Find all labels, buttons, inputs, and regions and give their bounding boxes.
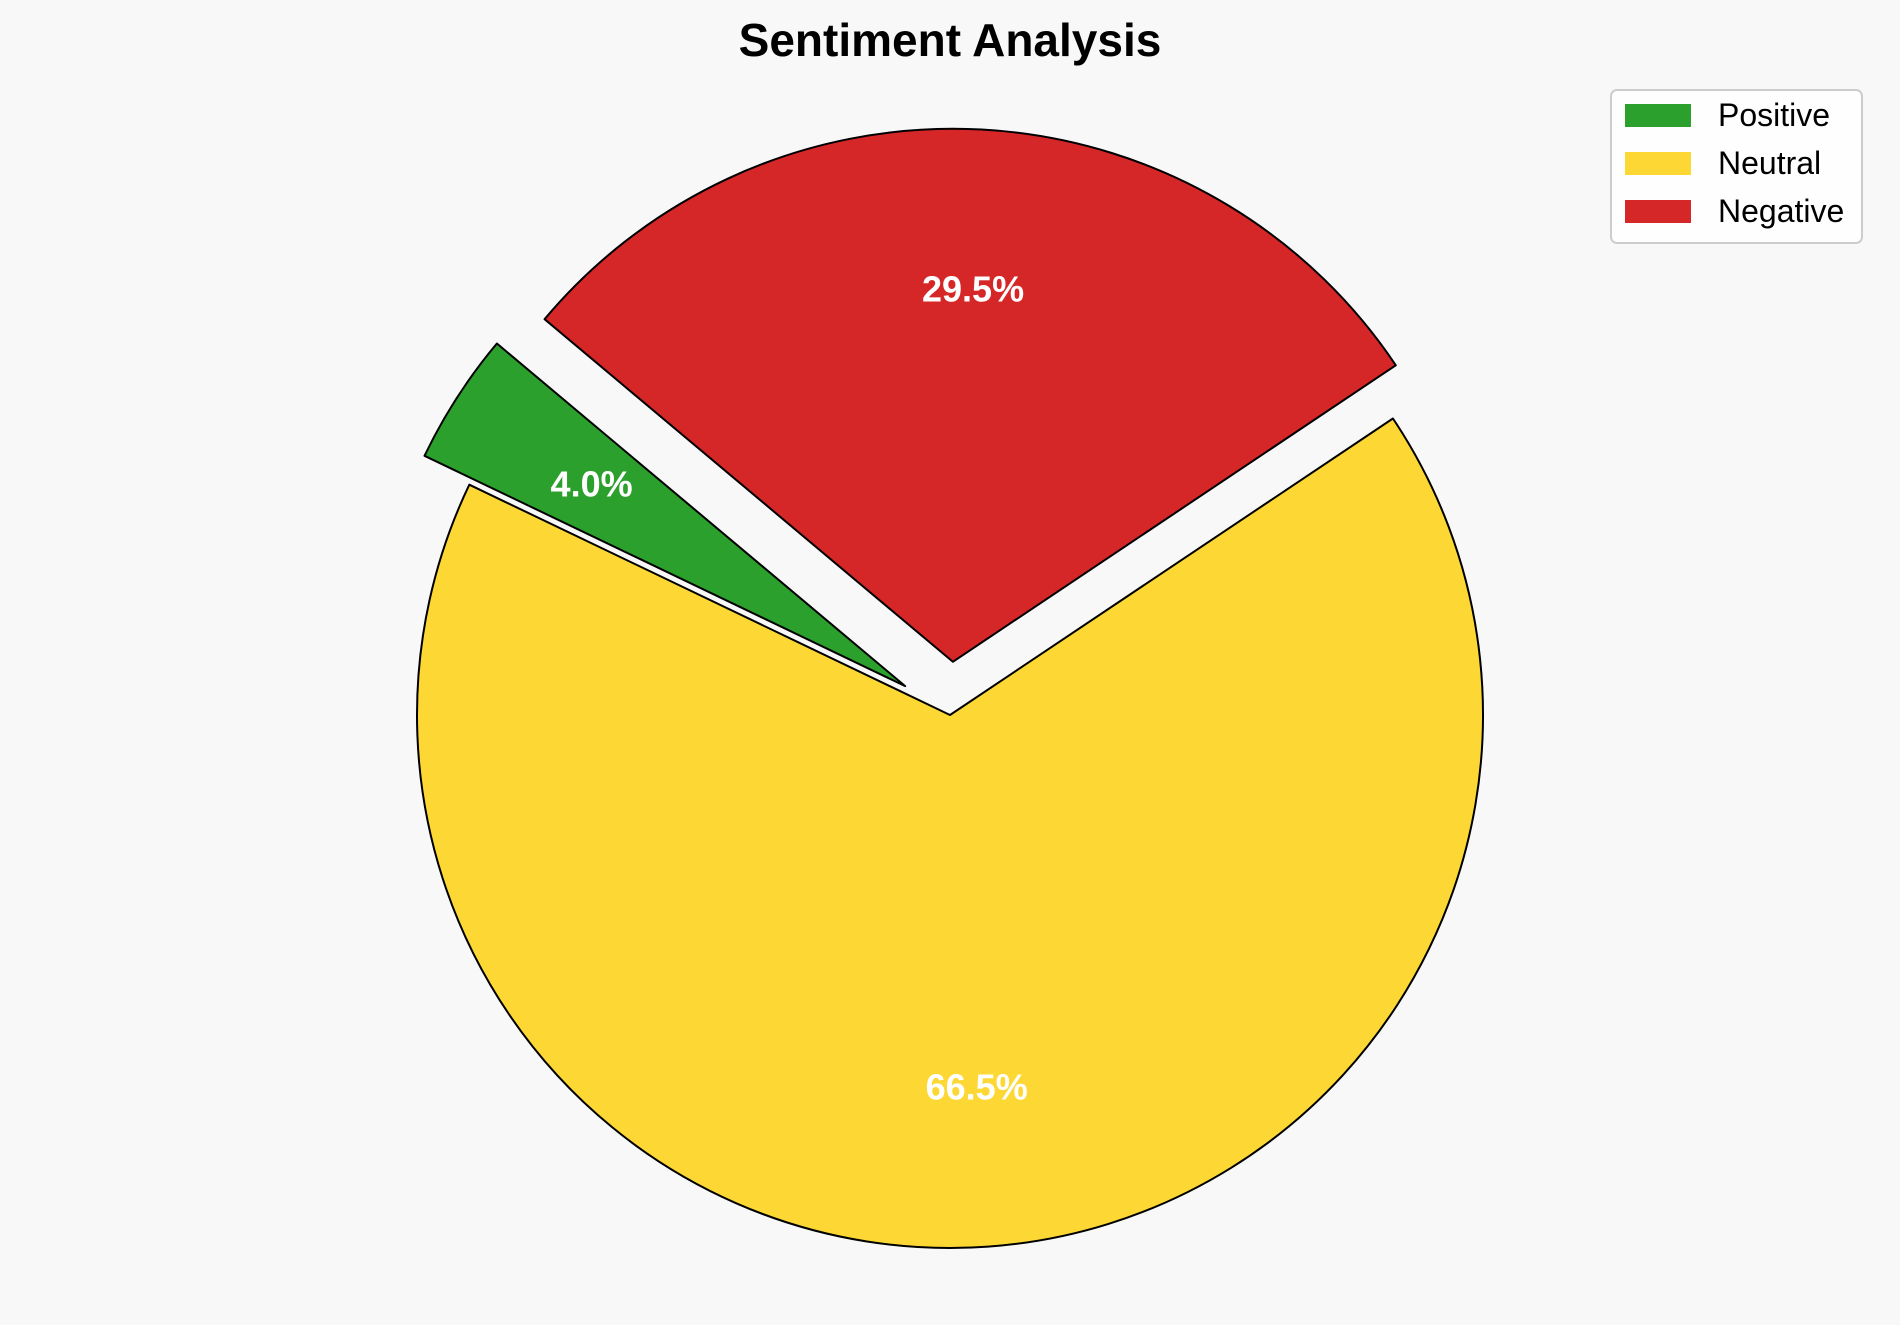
legend-label-neutral: Neutral bbox=[1718, 145, 1821, 181]
slice-label-negative: 29.5% bbox=[922, 269, 1024, 310]
pie-slice-positive bbox=[423, 342, 907, 688]
pie-slice-negative bbox=[543, 127, 1397, 663]
legend-swatch-neutral bbox=[1625, 152, 1691, 175]
legend-swatch-negative bbox=[1625, 200, 1691, 223]
chart-title: Sentiment Analysis bbox=[739, 14, 1162, 66]
slice-label-neutral: 66.5% bbox=[926, 1067, 1028, 1108]
slice-label-positive: 4.0% bbox=[551, 464, 633, 505]
legend: Positive Neutral Negative bbox=[1610, 89, 1863, 244]
legend-swatch-positive bbox=[1625, 104, 1691, 127]
pie-slice-neutral bbox=[416, 417, 1484, 1250]
legend-label-negative: Negative bbox=[1718, 193, 1844, 229]
legend-label-positive: Positive bbox=[1718, 97, 1830, 133]
pie-slice-labels: 4.0% 66.5% 29.5% bbox=[551, 269, 1028, 1108]
pie-slices bbox=[416, 127, 1484, 1250]
